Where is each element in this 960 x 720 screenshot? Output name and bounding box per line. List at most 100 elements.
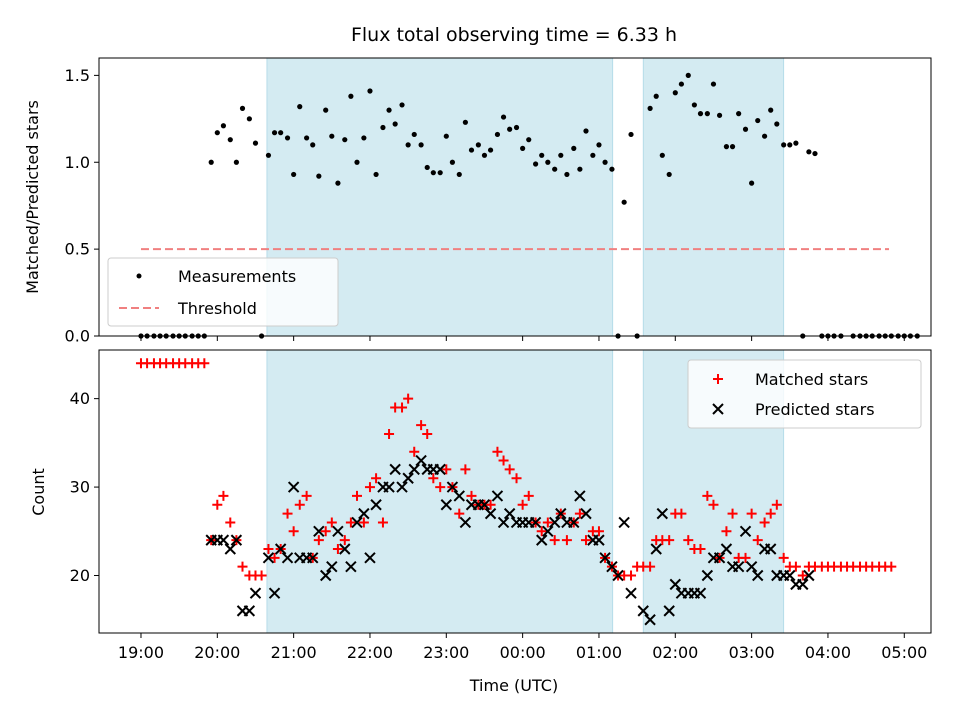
measurement-point [564, 171, 570, 178]
x-tick-label: 00:00 [500, 643, 546, 662]
matched-point [645, 561, 656, 572]
top-y-axis-label: Matched/Predicted stars [23, 100, 42, 294]
matched-point [441, 464, 452, 475]
matched-point [511, 473, 522, 484]
matched-point [702, 490, 713, 501]
predicted-point [313, 525, 325, 538]
measurement-point [239, 105, 246, 111]
matched-point [326, 517, 337, 528]
predicted-point [536, 534, 548, 546]
matched-point [294, 499, 305, 510]
predicted-point [548, 516, 561, 529]
measurement-point [411, 131, 417, 138]
predicted-point [224, 543, 236, 555]
measurement-point [513, 124, 520, 131]
predicted-point [389, 463, 401, 476]
measurement-point [354, 159, 360, 165]
predicted-point [453, 490, 465, 502]
matched-point [256, 570, 267, 581]
matched-point [225, 517, 236, 528]
top-panel-frame [98, 57, 932, 337]
measurement-point [558, 152, 564, 158]
matched-point [727, 508, 738, 519]
measurement-point [323, 107, 329, 113]
measurement-point [596, 142, 602, 148]
measurement-point [252, 140, 259, 146]
top-y-tick-label: 1.0 [65, 153, 90, 172]
measurement-point [443, 133, 449, 139]
matched-point [218, 490, 229, 501]
measurement-point [729, 144, 736, 150]
predicted-point [307, 552, 319, 564]
measurement-point [271, 130, 278, 136]
matched-point [549, 535, 560, 546]
predicted-point [446, 481, 459, 493]
matched-point [695, 543, 706, 554]
legend-marker-matched [713, 374, 723, 384]
measurement-point [723, 144, 730, 150]
measurement-point [348, 93, 354, 99]
measurement-point [481, 152, 488, 158]
matched-point [542, 517, 553, 528]
measurement-point [449, 159, 456, 165]
legend-label-measurements: Measurements [178, 267, 296, 286]
measurement-point [220, 123, 227, 129]
matched-point [313, 535, 324, 546]
matched-point [523, 490, 534, 501]
predicted-point [243, 605, 256, 617]
predicted-point [612, 569, 624, 582]
predicted-point [262, 552, 275, 564]
measurement-point [768, 107, 774, 113]
measurement-point [468, 147, 475, 153]
matched-point [384, 429, 395, 440]
measurement-point [552, 166, 558, 172]
bottom-y-axis-label: Count [29, 468, 48, 516]
matched-point [664, 535, 675, 546]
legend-label-matched: Matched stars [755, 370, 868, 389]
matched-point [358, 517, 369, 528]
measurement-point [418, 142, 424, 148]
measurement-point [380, 124, 386, 131]
measurement-point [716, 112, 723, 118]
x-tick-label: 04:00 [805, 643, 851, 662]
measurement-point [329, 133, 335, 139]
measurement-point [227, 137, 233, 143]
measurement-point [609, 166, 615, 172]
matched-point [237, 561, 248, 572]
predicted-point [503, 507, 516, 520]
measurement-point [246, 116, 252, 122]
measurement-point [647, 105, 653, 111]
predicted-point [440, 499, 453, 511]
measurement-point [571, 145, 577, 151]
measurement-point [278, 130, 284, 136]
measurement-point [621, 199, 627, 205]
matched-point [771, 499, 782, 510]
predicted-point [326, 560, 338, 573]
predicted-point [268, 587, 281, 599]
matched-point [790, 561, 801, 572]
measurement-point [545, 159, 551, 165]
predicted-point [415, 454, 427, 467]
measurement-point [487, 147, 494, 153]
measurement-point [386, 107, 392, 113]
bottom-panel-frame [98, 349, 932, 634]
matched-point [580, 535, 591, 546]
matched-point [683, 535, 694, 546]
matched-point [377, 517, 388, 528]
matched-point [778, 552, 789, 563]
measurement-point [284, 135, 291, 141]
matched-point [428, 473, 439, 484]
predicted-point [669, 578, 682, 591]
x-tick-label: 21:00 [271, 643, 317, 662]
measurement-point [424, 164, 430, 171]
predicted-point [713, 552, 726, 564]
matched-point [416, 420, 427, 431]
measurement-point [304, 135, 310, 141]
measurement-point [691, 102, 697, 108]
predicted-point [402, 472, 414, 484]
matched-point [626, 570, 637, 581]
matched-point [485, 499, 496, 510]
measurement-point [316, 173, 322, 179]
measurement-point [672, 90, 678, 96]
